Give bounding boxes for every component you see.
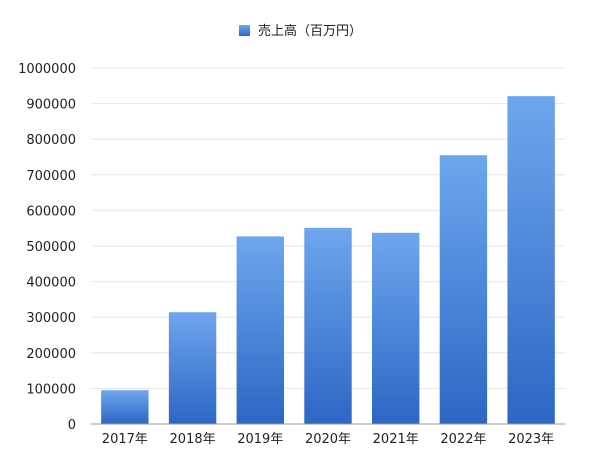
bar-2022年: [439, 155, 488, 424]
x-tick-label: 2017年: [102, 432, 148, 447]
x-tick-label: 2018年: [170, 432, 216, 447]
y-tick-label: 300000: [26, 311, 76, 326]
bar-2018年: [168, 312, 217, 424]
x-tick-label: 2023年: [508, 432, 554, 447]
y-tick-label: 400000: [26, 276, 76, 291]
legend-swatch: [239, 25, 250, 36]
bar-2023年: [507, 96, 555, 425]
y-tick-label: 1000000: [18, 62, 76, 77]
x-axis-ticks: 2017年 2018年 2019年 2020年 2021年 2022年 2023年: [102, 432, 554, 447]
x-tick-label: 2021年: [373, 432, 419, 447]
bar-2017年: [101, 390, 149, 424]
y-tick-label: 0: [68, 418, 76, 433]
legend-label: 売上高（百万円）: [258, 23, 362, 39]
bars: [101, 96, 555, 425]
y-tick-label: 200000: [26, 347, 76, 362]
x-tick-label: 2019年: [237, 432, 283, 447]
legend: 売上高（百万円）: [239, 23, 362, 39]
y-tick-label: 600000: [26, 204, 76, 219]
x-tick-label: 2020年: [305, 432, 351, 447]
x-tick-label: 2022年: [440, 432, 486, 447]
y-axis-ticks: 0 100000 200000 300000 400000 500000 600000 700…: [18, 62, 76, 433]
y-tick-label: 700000: [26, 169, 76, 184]
y-tick-label: 800000: [26, 133, 76, 148]
bar-2019年: [236, 236, 284, 424]
y-tick-label: 900000: [26, 98, 76, 113]
bar-2021年: [372, 232, 420, 424]
y-tick-label: 500000: [26, 240, 76, 255]
y-tick-label: 100000: [26, 382, 76, 397]
bar-2020年: [304, 227, 352, 424]
